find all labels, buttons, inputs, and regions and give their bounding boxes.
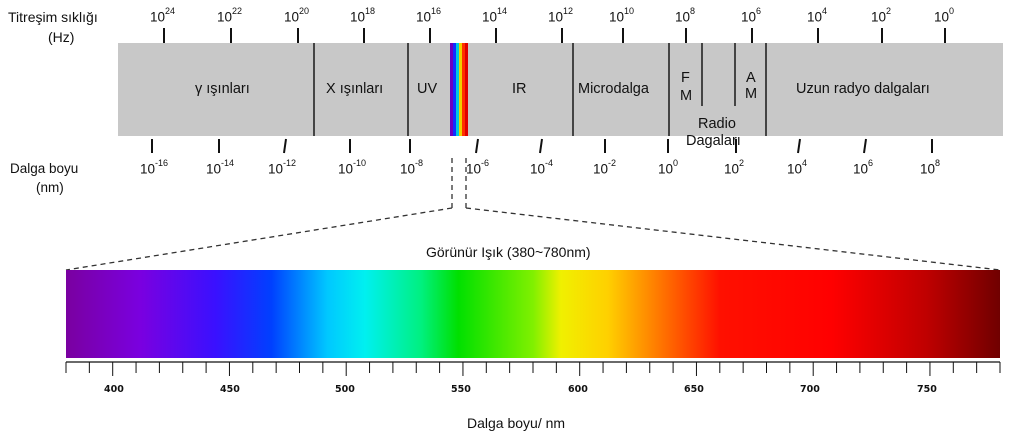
band-label-microwave: Microdalga (578, 81, 649, 97)
frequency-tick-label: 1014 (482, 6, 508, 25)
frequency-tick-label: 1012 (548, 6, 574, 25)
band-label-radio-line2: Dagaları (686, 133, 741, 149)
visible-strip (450, 43, 468, 136)
wavelength-tick-label: 104 (787, 158, 808, 177)
visible-tick-label: 450 (220, 384, 240, 395)
visible-tick-label: 650 (684, 384, 704, 395)
wavelength-tick-label: 10-8 (400, 158, 424, 177)
wavelength-tick-label: 108 (920, 158, 941, 177)
wavelength-tick-label: 10-2 (593, 158, 617, 177)
frequency-tick-label: 1020 (284, 6, 310, 25)
frequency-tick-label: 100 (934, 6, 955, 25)
frequency-tick-label: 1024 (150, 6, 176, 25)
wavelength-tick-label: 10-10 (338, 158, 367, 177)
wavelength-axis-unit: (nm) (36, 180, 64, 195)
spectrum-band (118, 43, 1003, 136)
band-dividers (313, 43, 767, 136)
band-label-am-m: M (745, 86, 758, 102)
frequency-tick-label: 1018 (350, 6, 376, 25)
frequency-axis-title: Titreşim sıklığı (8, 9, 98, 25)
wavelength-axis-title: Dalga boyu (10, 161, 79, 176)
visible-tick-label: 500 (335, 384, 355, 395)
wavelength-tick-label: 10-16 (140, 158, 169, 177)
frequency-tick-label: 1022 (217, 6, 243, 25)
frequency-tick-marks (163, 28, 946, 43)
visible-light-title: Görünür Işık (380~780nm) (426, 244, 591, 260)
band-label-am-a: A (746, 70, 756, 86)
wavelength-tick-label: 10-6 (466, 158, 490, 177)
wavelength-tick-label: 102 (724, 158, 745, 177)
frequency-tick-label: 1010 (609, 6, 635, 25)
frequency-tick-label: 104 (807, 6, 828, 25)
band-label-fm-m: M (680, 88, 693, 104)
band-label-gamma: γ ışınları (195, 81, 250, 97)
visible-tick-label: 600 (568, 384, 588, 395)
visible-spectrum-bar (66, 270, 1000, 358)
band-label-radio: Radio (698, 116, 736, 132)
visible-tick-label: 750 (917, 384, 937, 395)
frequency-tick-label: 1016 (416, 6, 442, 25)
wavelength-tick-label: 10-12 (268, 158, 297, 177)
visible-scale-minor-ticks (65, 362, 1001, 376)
wavelength-tick-label: 106 (853, 158, 874, 177)
wavelength-tick-label: 10-14 (206, 158, 235, 177)
zoom-lines (65, 158, 1001, 271)
visible-tick-label: 700 (800, 384, 820, 395)
visible-tick-label: 400 (104, 384, 124, 395)
wavelength-tick-marks (151, 138, 933, 154)
visible-axis-label: Dalga boyu/ nm (467, 415, 566, 431)
band-label-fm-f: F (681, 70, 690, 86)
band-label-xray: X ışınları (326, 81, 384, 97)
frequency-tick-label: 106 (741, 6, 762, 25)
band-label-long-radio: Uzun radyo dalgaları (796, 81, 930, 97)
frequency-axis-unit: (Hz) (48, 29, 75, 45)
frequency-tick-label: 102 (871, 6, 892, 25)
band-label-uv: UV (417, 81, 438, 97)
frequency-tick-label: 108 (675, 6, 696, 25)
band-label-ir: IR (512, 81, 527, 97)
wavelength-tick-label: 100 (658, 158, 679, 177)
visible-tick-label: 550 (451, 384, 471, 395)
wavelength-tick-label: 10-4 (530, 158, 554, 177)
